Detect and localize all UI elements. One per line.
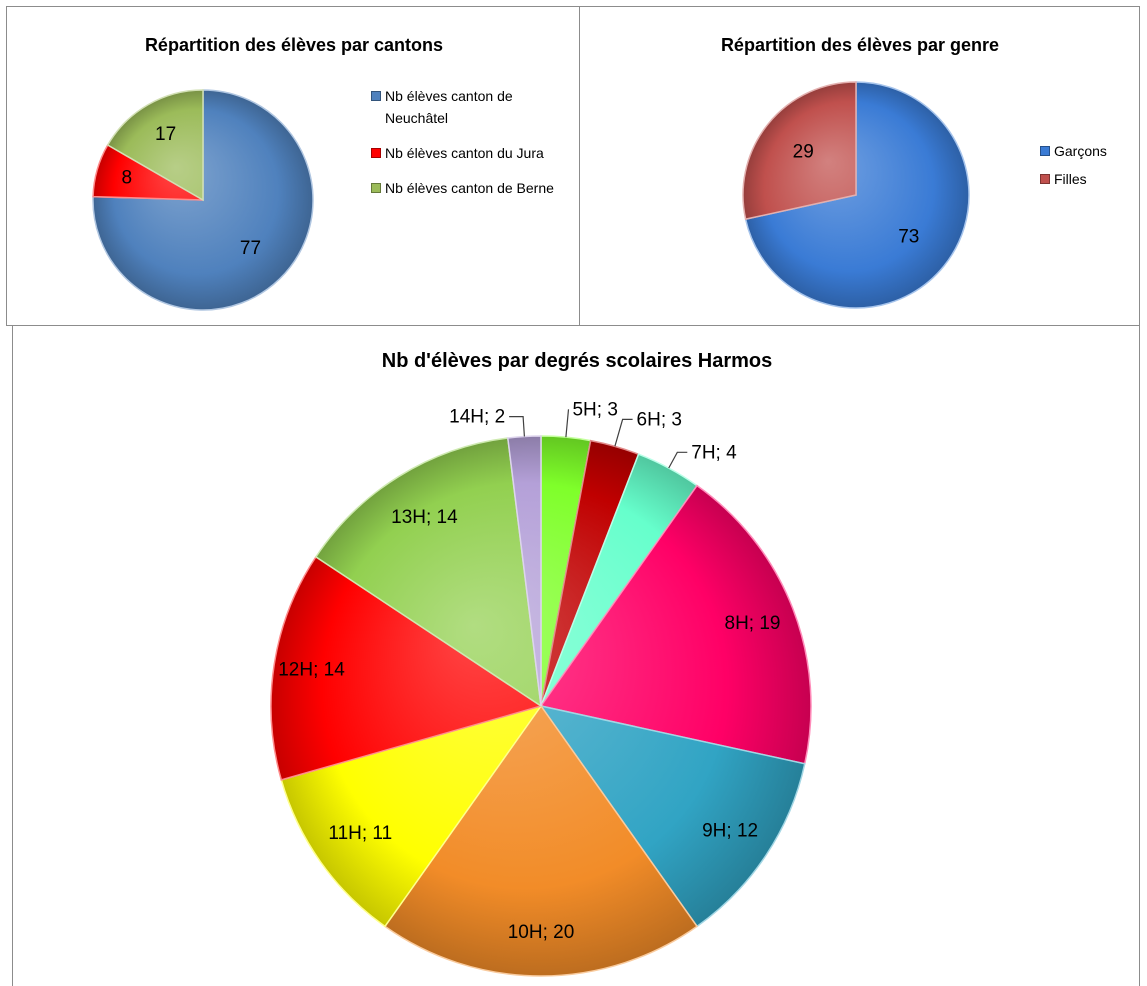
chart-harmos-panel: Nb d'élèves par degrés scolaires Harmos … [12,326,1140,986]
legend-label-garcons: Garçons [1054,143,1107,159]
chart-genre-panel: Répartition des élèves par genre 73 29 Ga… [580,6,1140,326]
chart-cantons-title: Répartition des élèves par cantons [144,35,444,55]
harmos-label-13h: 13H; 14 [391,507,458,528]
harmos-label-8h: 8H; 19 [725,613,781,634]
legend-label-jura: Nb élèves canton du Jura [385,145,544,161]
legend-item-filles: Filles [1040,168,1135,190]
genre-slice-filles [742,81,857,221]
genre-slice-garcons [744,81,970,309]
legend-item-neuchatel: Nb élèves canton de Neuchâtel [371,85,571,129]
legend-swatch-neuchatel [371,91,381,101]
harmos-label-7h: 7H; 4 [691,442,737,463]
harmos-leader-5h [565,409,570,438]
legend-swatch-filles [1040,174,1050,184]
harmos-leader-7h [668,451,688,469]
cantons-slice-nb-eleves-canton-de-berne [106,89,204,202]
chart-harmos-pie: 5H; 3 6H; 3 7H; 4 8H; 19 9H; 12 10H; 20 11H; 1… [270,399,812,977]
cantons-label-nb-eleves-canton-de-berne: 17 [155,124,176,145]
legend-label-berne: Nb élèves canton de Berne [385,180,554,196]
legend-swatch-garcons [1040,146,1050,156]
harmos-label-10h: 10H; 20 [508,922,575,943]
chart-cantons-panel: Répartition des élèves par cantons 77 8 17… [6,6,580,326]
genre-label-garcons: 73 [898,227,919,248]
chart-genre-title: Répartition des élèves par genre [720,35,1000,55]
harmos-label-12h: 12H; 14 [278,659,345,680]
harmos-label-5h: 5H; 3 [572,399,617,420]
legend-item-berne: Nb élèves canton de Berne [371,177,571,199]
harmos-label-9h: 9H; 12 [702,820,758,841]
legend-item-garcons: Garçons [1040,140,1135,162]
cantons-label-nb-eleves-canton-de-neuchatel: 77 [240,238,261,259]
legend-swatch-berne [371,183,381,193]
legend-item-jura: Nb élèves canton du Jura [371,142,571,164]
chart-cantons-pie: 77 8 17 [92,89,314,311]
harmos-slice-8h [539,484,812,765]
harmos-slice-13h [314,437,542,708]
chart-genre-legend: Garçons Filles [1040,140,1135,203]
harmos-label-14h: 14H; 2 [449,407,505,428]
cantons-label-nb-eleves-canton-du-jura: 8 [122,167,133,188]
legend-label-filles: Filles [1054,171,1087,187]
harmos-slice-10h [383,704,699,977]
chart-cantons-legend: Nb élèves canton de Neuchâtel Nb élèves … [371,85,571,212]
harmos-label-6h: 6H; 3 [637,409,682,430]
harmos-slice-12h [270,555,543,781]
genre-label-filles: 29 [793,142,814,163]
harmos-slice-9h [539,704,806,928]
legend-swatch-jura [371,148,381,158]
chart-genre-pie: 73 29 [742,81,970,309]
chart-harmos-title: Nb d'élèves par degrés scolaires Harmos [381,350,773,372]
harmos-leader-6h [614,418,633,447]
harmos-slice-14h [506,435,542,707]
harmos-slice-11h [280,704,543,928]
legend-label-neuchatel: Nb élèves canton de Neuchâtel [385,88,513,126]
harmos-leader-14h [509,415,525,437]
harmos-label-11h: 11H; 11 [328,823,392,844]
